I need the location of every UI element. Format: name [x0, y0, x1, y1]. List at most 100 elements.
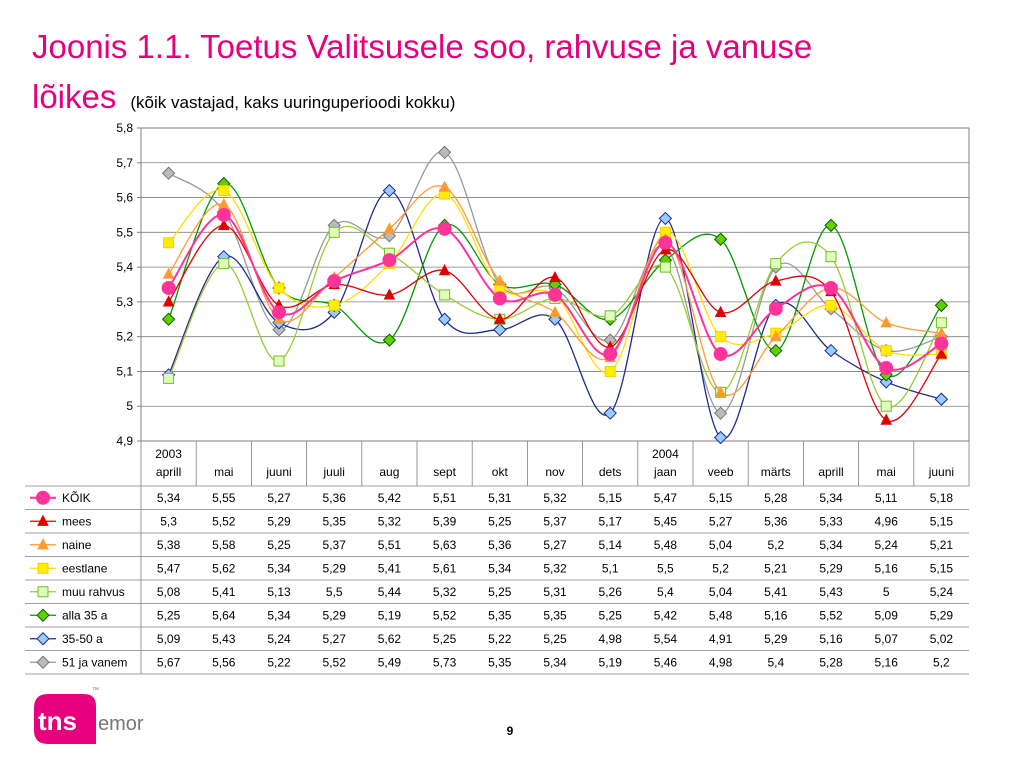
data-label: 5,25 [157, 608, 181, 622]
y-tick-label: 5,4 [116, 260, 133, 274]
legend-marker [36, 608, 50, 622]
data-label: 5,63 [433, 538, 457, 552]
data-label: 5,16 [819, 632, 843, 646]
legend-marker [37, 562, 49, 574]
x-tick-label: mai [877, 465, 896, 479]
data-point [824, 218, 838, 233]
data-label: 5,73 [433, 655, 457, 669]
data-point [548, 287, 562, 302]
data-label: 4,98 [599, 632, 623, 646]
data-label: 5,36 [323, 491, 347, 505]
data-point [934, 392, 949, 406]
data-label: 5,52 [212, 514, 236, 528]
data-label: 5,48 [709, 608, 733, 622]
data-label: 4,91 [709, 632, 733, 646]
data-point [658, 211, 673, 226]
data-label: 5,34 [543, 655, 567, 669]
data-point [218, 258, 230, 270]
data-label: 5,29 [323, 561, 347, 575]
data-point [715, 331, 727, 343]
data-label: 5,43 [212, 632, 236, 646]
data-point [163, 372, 175, 384]
data-point [272, 305, 286, 320]
year-label: 2004 [652, 447, 679, 461]
logo-trademark: ™ [92, 687, 99, 694]
data-label: 5,29 [267, 514, 291, 528]
data-label: 5,15 [930, 561, 954, 575]
y-tick-label: 5,3 [116, 295, 133, 309]
data-label: 5,46 [654, 655, 678, 669]
data-label: 5,14 [599, 538, 623, 552]
series-0 [161, 207, 949, 375]
data-point [493, 323, 507, 337]
data-label: 5 [883, 585, 890, 599]
data-point [382, 253, 397, 268]
data-point [493, 312, 506, 324]
data-point [549, 270, 561, 283]
data-point [770, 258, 782, 270]
data-label: 5,25 [433, 632, 457, 646]
x-tick-label: mai [214, 465, 233, 479]
data-point [439, 289, 451, 301]
data-point [217, 218, 230, 231]
y-tick-label: 5,8 [116, 121, 133, 135]
data-point [935, 317, 947, 329]
data-point [824, 343, 838, 358]
y-axis-tick-labels: 4,9 5 5,1 5,2 5,3 5,4 5,5 5,6 5,7 5,8 [116, 121, 133, 448]
legend-marker [36, 632, 50, 646]
data-label: 5,51 [378, 538, 402, 552]
data-point [714, 305, 727, 317]
data-label: 5,11 [875, 491, 898, 505]
data-label: 5,61 [433, 561, 457, 575]
data-label: 5,22 [488, 632, 512, 646]
data-label: 5,09 [157, 632, 181, 646]
data-label: 5,2 [767, 538, 784, 552]
data-label: 5,4 [767, 655, 784, 669]
data-point [382, 333, 397, 347]
data-label: 5,34 [819, 538, 843, 552]
data-label: 5,21 [764, 561, 788, 575]
data-label: 5,35 [488, 655, 512, 669]
data-point [935, 347, 948, 359]
data-label: 5,16 [764, 608, 788, 622]
data-point [603, 347, 618, 362]
data-label: 5,4 [657, 585, 674, 599]
data-label: 5,2 [933, 655, 950, 669]
data-point [161, 280, 176, 295]
data-point [768, 301, 783, 316]
data-label: 5,25 [488, 585, 512, 599]
data-label: 5,16 [875, 561, 899, 575]
legend-marker [37, 586, 49, 598]
data-label: 5,25 [599, 608, 623, 622]
data-label: 5,29 [819, 561, 843, 575]
data-point [604, 310, 616, 322]
data-label: 5,55 [212, 491, 236, 505]
data-label: 5,1 [602, 561, 619, 575]
data-label: 5,15 [709, 491, 733, 505]
x-tick-label: dets [599, 465, 622, 479]
data-point [437, 312, 452, 326]
data-point [603, 406, 617, 420]
data-label: 5,35 [323, 514, 347, 528]
data-label: 5,15 [930, 514, 954, 528]
chart-title: Joonis 1.1. Toetus Valitsusele soo, rahv… [32, 22, 992, 128]
y-tick-label: 5,1 [116, 364, 133, 378]
x-tick-label: jaan [653, 465, 677, 479]
data-point [383, 222, 396, 234]
legend-marker [37, 538, 49, 550]
data-label: 5,52 [819, 608, 843, 622]
data-label: 5,25 [267, 538, 291, 552]
data-label: 5,18 [930, 491, 954, 505]
data-point [825, 299, 837, 311]
data-point [163, 237, 175, 249]
data-point [216, 207, 231, 222]
data-label: 5,52 [323, 655, 347, 669]
data-label: 5,42 [654, 608, 678, 622]
legend-marker [37, 514, 49, 526]
data-label: 4,96 [875, 514, 899, 528]
legend-marker [36, 655, 50, 669]
data-label: 5,19 [378, 608, 402, 622]
data-label: 5,15 [599, 491, 623, 505]
data-label: 5,29 [930, 608, 954, 622]
